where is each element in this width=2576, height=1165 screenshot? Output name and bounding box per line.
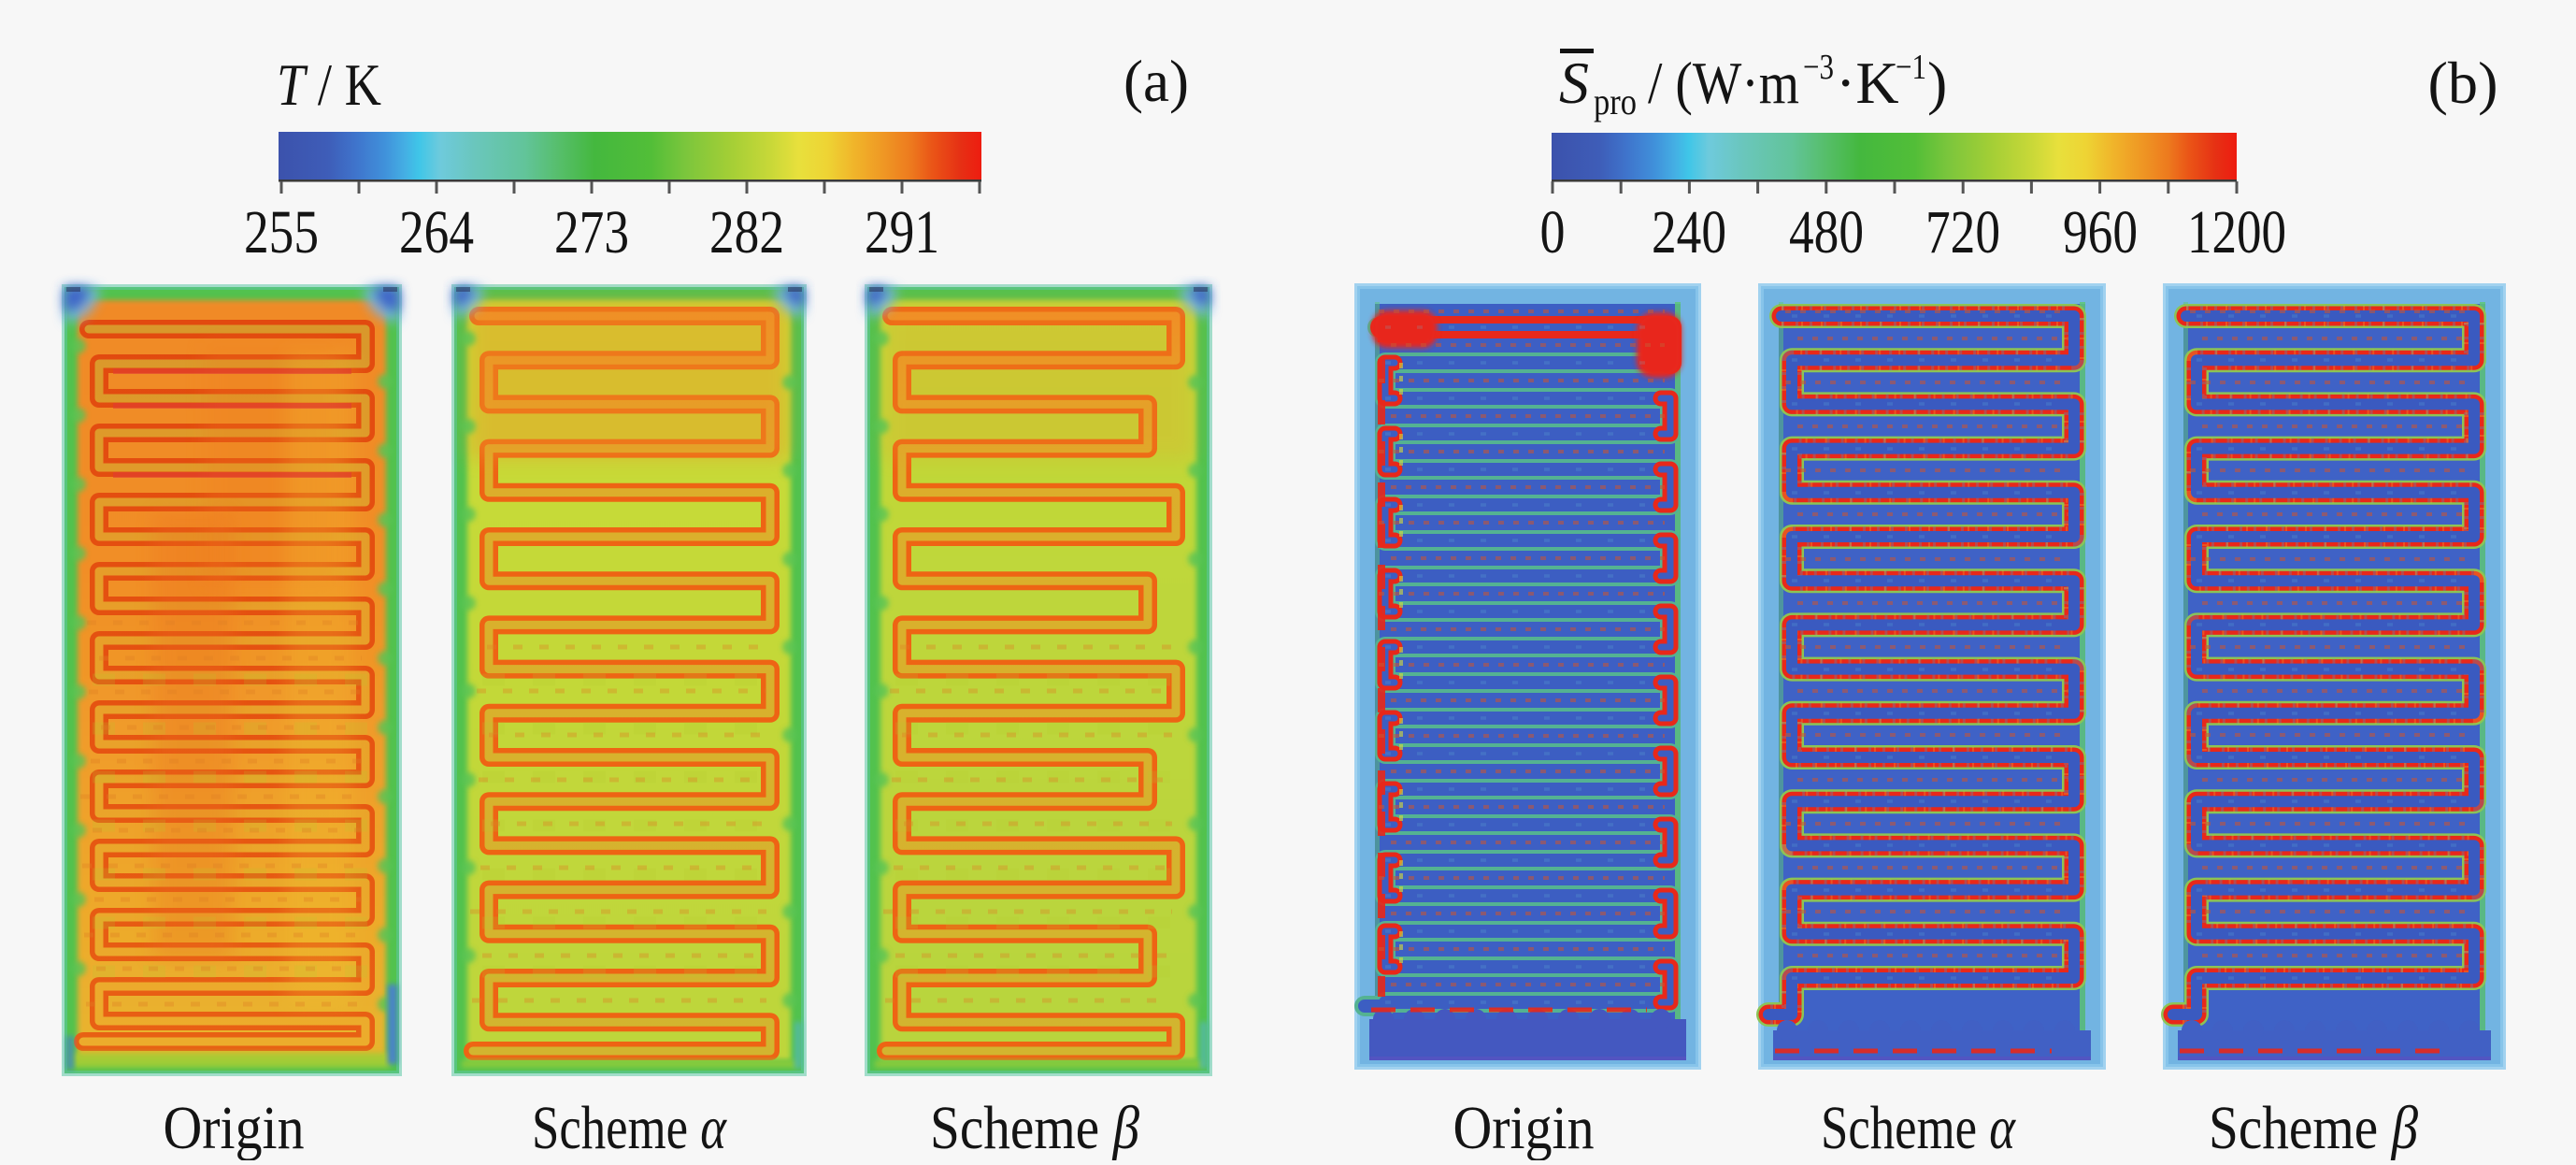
svg-text:T / K: T / K	[277, 51, 381, 118]
svg-text:Scheme β: Scheme β	[2209, 1094, 2418, 1160]
svg-text:240: 240	[1652, 198, 1726, 266]
svg-text:/ (W·m: / (W·m	[1648, 50, 1799, 116]
svg-text:Scheme α: Scheme α	[532, 1094, 727, 1160]
svg-text:0: 0	[1540, 198, 1566, 266]
svg-text:720: 720	[1925, 198, 2000, 266]
svg-text:282: 282	[709, 198, 784, 266]
svg-text:960: 960	[2063, 198, 2138, 266]
svg-text:1200: 1200	[2187, 198, 2286, 266]
svg-text:(b): (b)	[2428, 50, 2498, 116]
svg-text:273: 273	[554, 198, 629, 266]
svg-text:291: 291	[865, 198, 939, 266]
svg-text:−3: −3	[1803, 48, 1834, 87]
svg-text:255: 255	[244, 198, 319, 266]
svg-text:(a): (a)	[1123, 48, 1189, 114]
svg-text:−1: −1	[1896, 48, 1926, 87]
svg-text:): )	[1927, 50, 1947, 116]
svg-text:S: S	[1559, 50, 1589, 116]
svg-text:Scheme α: Scheme α	[1821, 1094, 2016, 1160]
svg-text:Origin: Origin	[1453, 1094, 1595, 1160]
svg-text:Scheme β: Scheme β	[930, 1094, 1139, 1160]
svg-text:Origin: Origin	[164, 1094, 305, 1160]
svg-text:pro: pro	[1594, 80, 1637, 122]
svg-text:480: 480	[1789, 198, 1864, 266]
svg-text:264: 264	[399, 198, 474, 266]
svg-text:·K: ·K	[1836, 50, 1899, 116]
